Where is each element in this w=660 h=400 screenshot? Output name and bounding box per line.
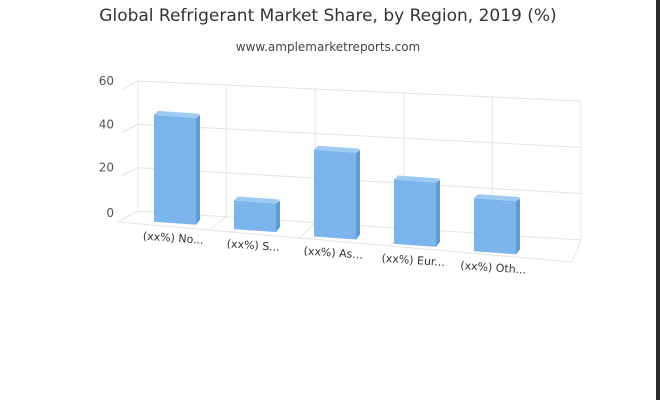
bar-top bbox=[474, 194, 520, 202]
gridline-side bbox=[121, 167, 139, 177]
category-label: (xx%) Oth... bbox=[460, 259, 527, 277]
floor-gridline bbox=[571, 239, 582, 263]
y-tick-label: 0 bbox=[106, 206, 114, 220]
floor-gridline bbox=[208, 216, 227, 231]
bar-side bbox=[516, 198, 520, 255]
gridline bbox=[137, 80, 582, 102]
bar bbox=[394, 179, 436, 247]
gridline-side bbox=[121, 80, 139, 90]
chart-subtitle: www.amplemarketreports.com bbox=[235, 40, 421, 54]
category-labels: (xx%) No... (xx%) S... (xx%) As... (xx%) Eu… bbox=[142, 230, 526, 277]
bar-top bbox=[314, 145, 360, 153]
bar-top bbox=[234, 196, 280, 204]
gridline bbox=[137, 123, 582, 148]
category-label: (xx%) No... bbox=[142, 230, 204, 247]
bar-side bbox=[436, 179, 440, 247]
bar bbox=[474, 198, 516, 255]
y-tick-label: 40 bbox=[99, 117, 114, 131]
bar-side bbox=[356, 149, 360, 240]
y-tick-label: 20 bbox=[99, 161, 114, 175]
category-label: (xx%) Eur... bbox=[381, 252, 445, 269]
y-tick-label: 60 bbox=[99, 74, 114, 88]
bars bbox=[154, 110, 520, 255]
bar bbox=[154, 114, 196, 225]
gridline-side bbox=[121, 123, 139, 133]
floor-gridline bbox=[117, 210, 139, 223]
bar-side bbox=[276, 200, 280, 233]
floor-edge bbox=[117, 221, 573, 263]
bar-side bbox=[196, 114, 200, 225]
bar bbox=[234, 200, 276, 233]
category-label: (xx%) As... bbox=[303, 244, 363, 261]
y-axis-ticks: 0 20 40 60 bbox=[99, 74, 114, 220]
chart-title: Global Refrigerant Market Share, by Regi… bbox=[99, 6, 557, 26]
window-edge bbox=[656, 0, 660, 400]
floor-gridline bbox=[299, 222, 316, 239]
category-label: (xx%) S... bbox=[226, 237, 280, 254]
bar bbox=[314, 149, 356, 240]
bar-top bbox=[154, 110, 200, 118]
bar-top bbox=[394, 175, 440, 183]
